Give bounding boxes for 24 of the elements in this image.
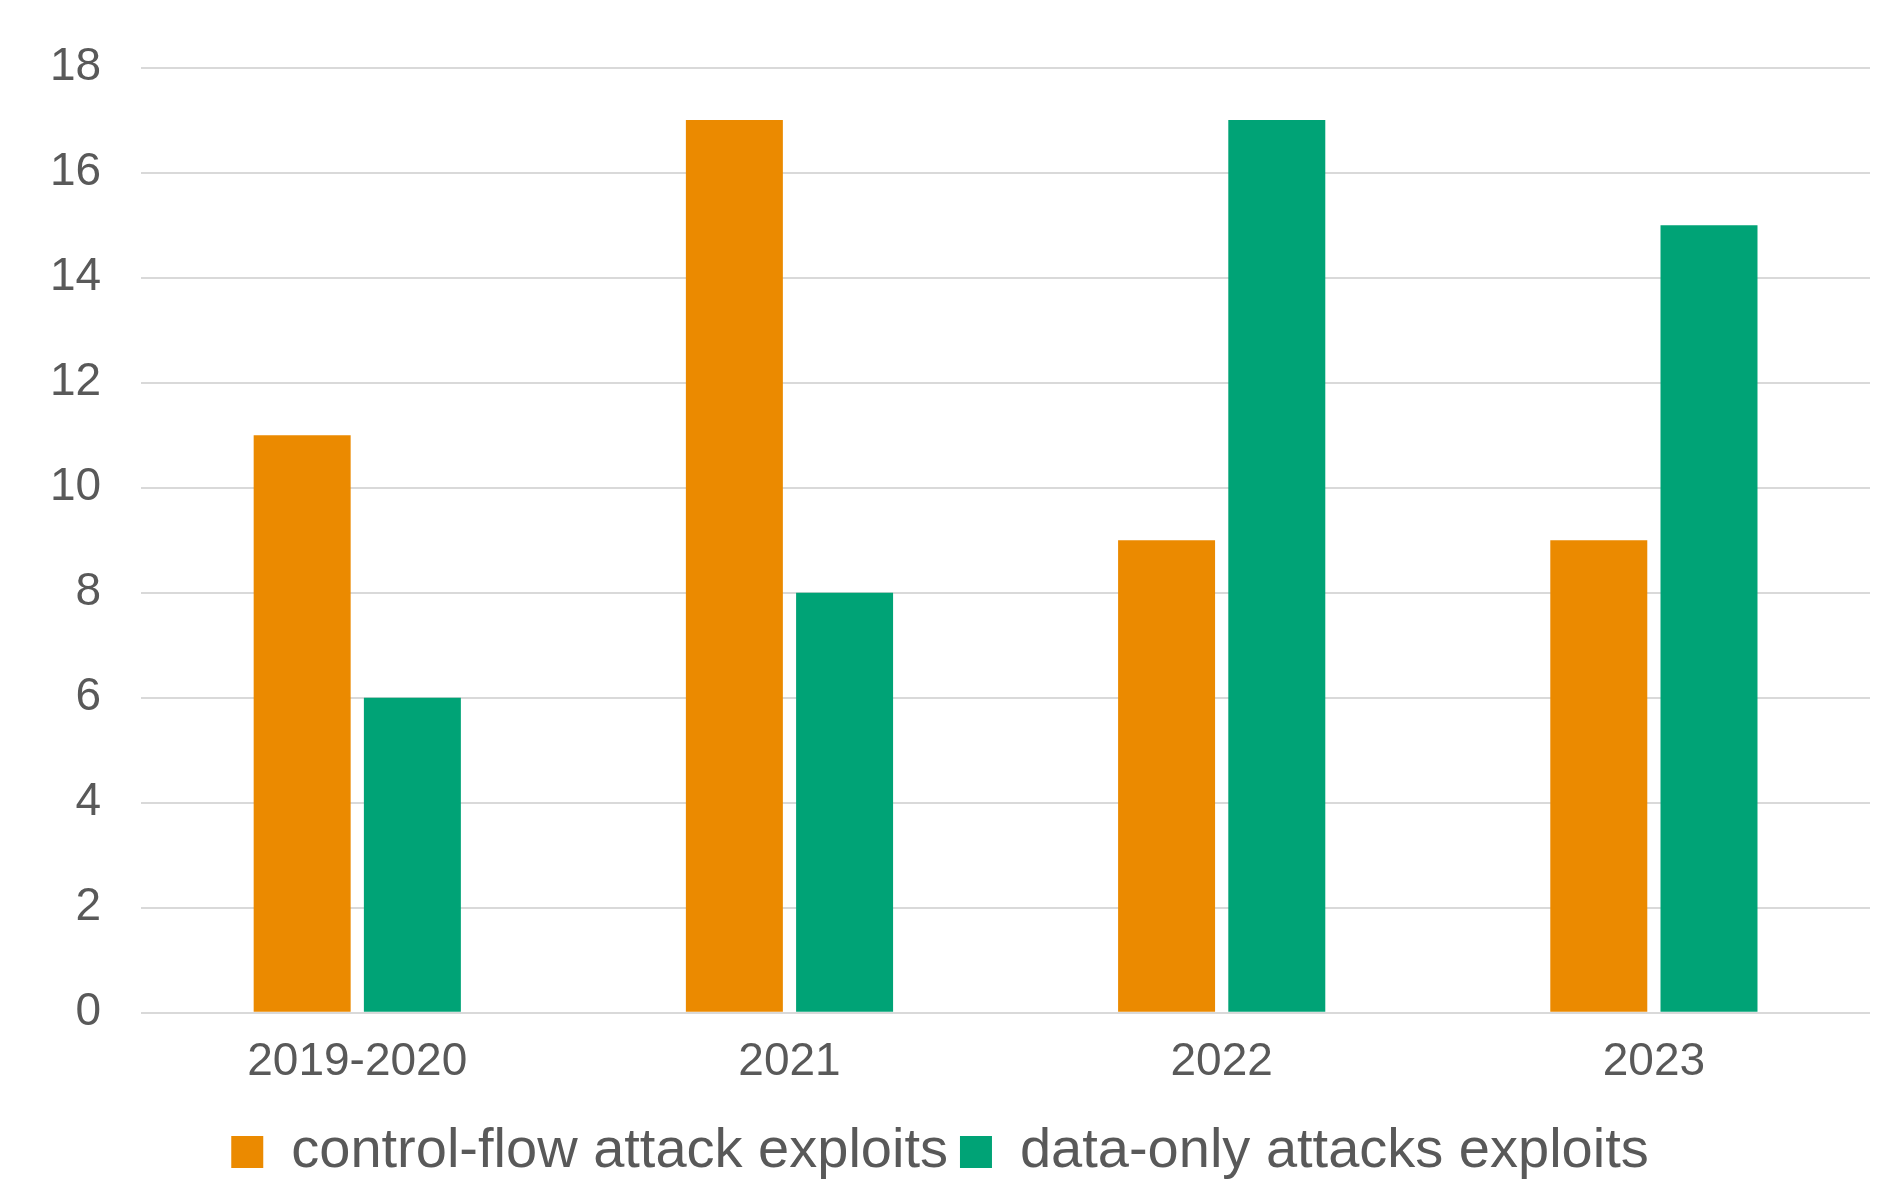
legend-label: data-only attacks exploits	[1019, 1116, 1649, 1180]
y-tick-label: 2	[75, 878, 102, 931]
bar	[1550, 540, 1648, 1012]
legend-label: control-flow attack exploits	[291, 1116, 948, 1180]
x-tick-label: 2021	[738, 1033, 841, 1086]
bar	[796, 592, 894, 1012]
y-tick-label: 6	[75, 668, 102, 721]
y-tick-label: 16	[49, 143, 102, 196]
y-tick-label: 12	[49, 353, 102, 406]
bar	[1118, 540, 1216, 1012]
x-tick-label: 2023	[1602, 1033, 1706, 1086]
y-tick-label: 4	[75, 773, 102, 826]
y-tick-label: 18	[49, 38, 102, 91]
x-tick-label: 2022	[1170, 1033, 1273, 1086]
bar	[1660, 225, 1758, 1012]
bar	[253, 435, 351, 1012]
y-tick-label: 0	[75, 983, 102, 1036]
x-tick-label: 2019-2020	[247, 1033, 468, 1086]
y-tick-label: 14	[49, 248, 102, 301]
y-tick-label: 10	[49, 458, 102, 511]
bar	[363, 697, 461, 1012]
bar	[1228, 120, 1326, 1012]
y-tick-label: 8	[75, 563, 102, 616]
bar	[685, 120, 783, 1012]
